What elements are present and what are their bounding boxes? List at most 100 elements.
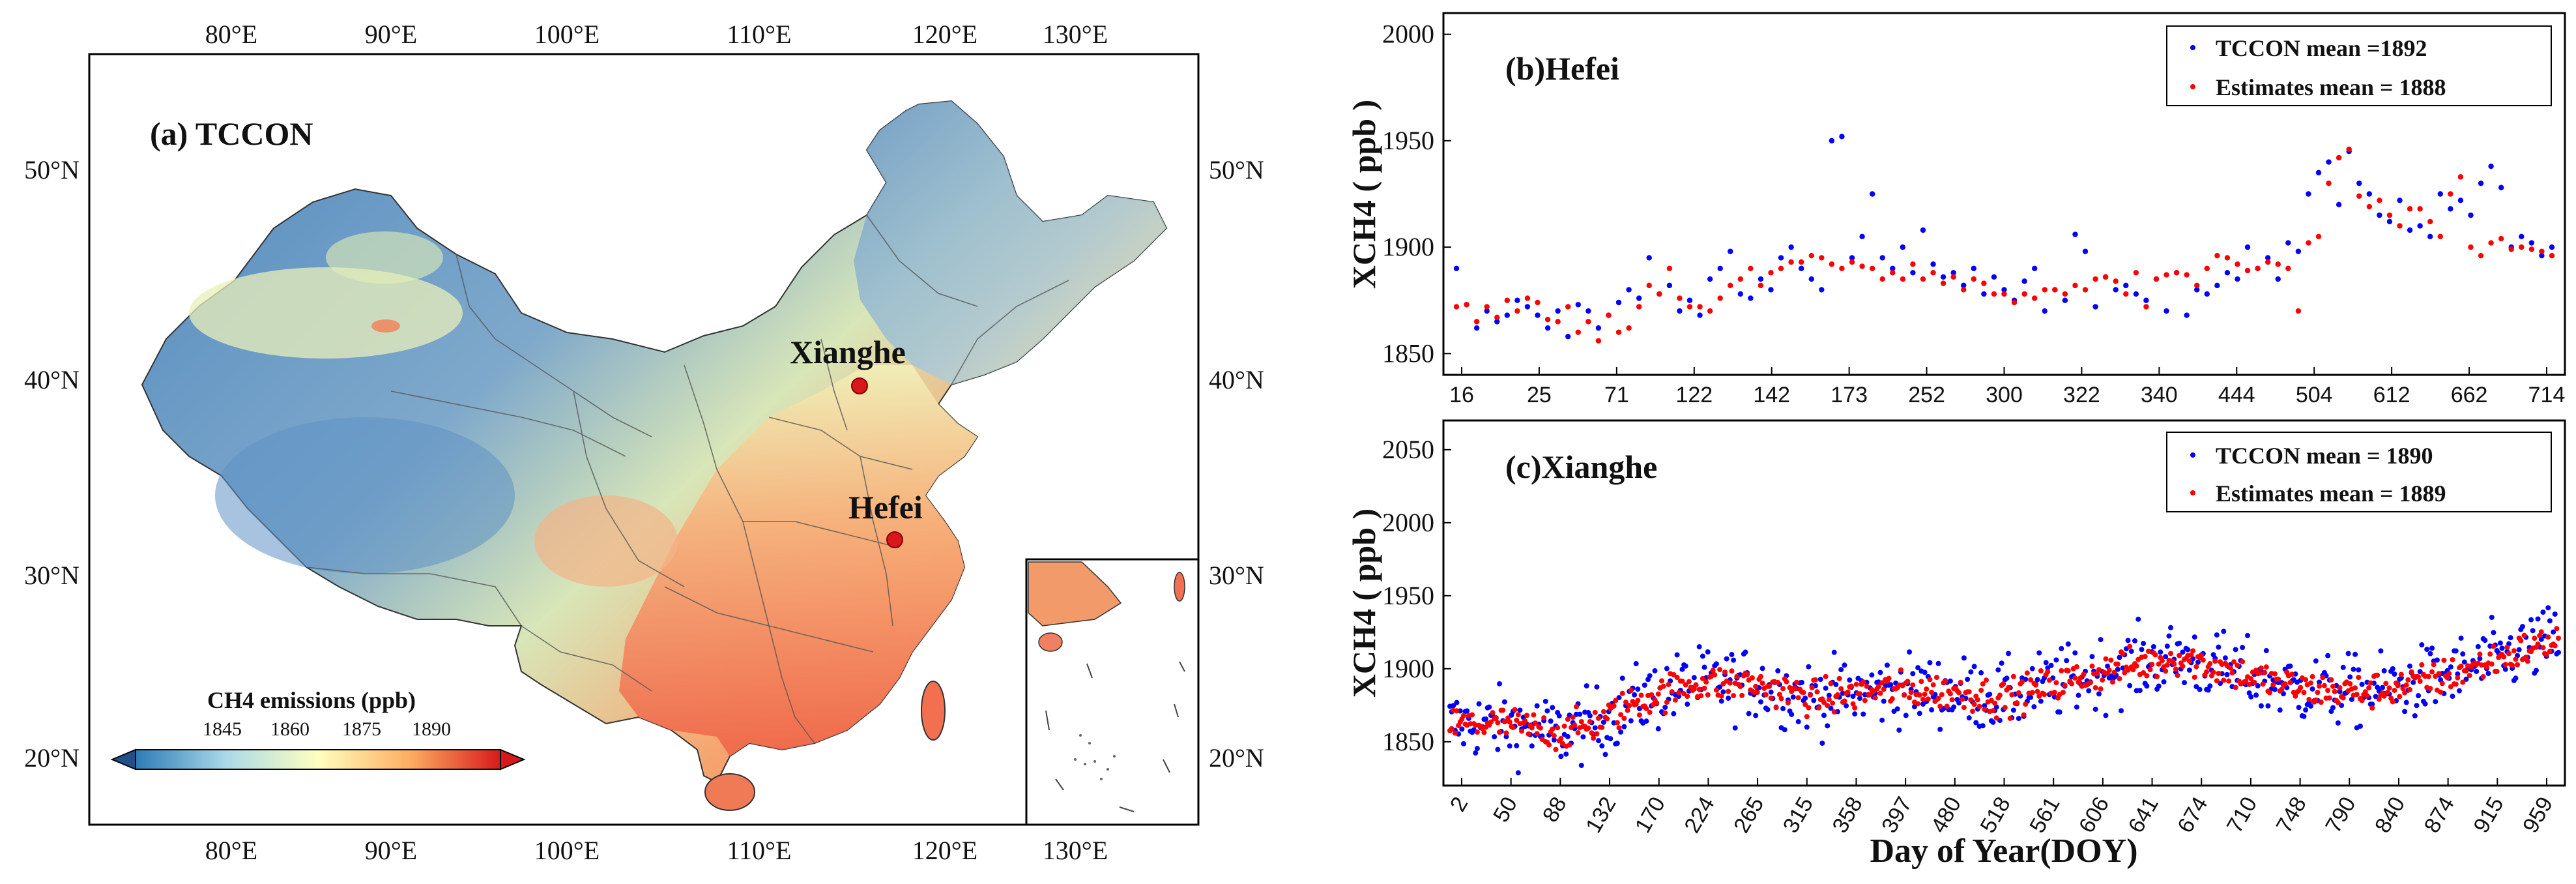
hefei-point-estimates (1950, 274, 1956, 280)
xianghe-point-tccon (2429, 645, 2435, 651)
xianghe-point-estimates (1550, 726, 1556, 732)
xianghe-point-tccon (2402, 709, 2408, 715)
xianghe-point-estimates (2366, 685, 2372, 691)
xianghe-point-estimates (1573, 704, 1579, 710)
hefei-point-estimates (2113, 278, 2119, 284)
xianghe-point-estimates (1949, 697, 1955, 703)
xianghe-point-estimates (2024, 670, 2030, 676)
xianghe-point-estimates (1676, 690, 1682, 696)
hefei-point-tccon (2082, 248, 2089, 254)
xianghe-point-estimates (2145, 648, 2151, 654)
xianghe-point-tccon (1780, 705, 1786, 711)
xianghe-point-tccon (1503, 734, 1509, 740)
x-tick-label: 518 (1976, 793, 2016, 837)
xianghe-chart: 1850 1900 1950 2000 2050 2 50 88 132 170 224 265 31… (1346, 419, 2566, 870)
xianghe-point-estimates (2053, 680, 2059, 686)
hefei-y-ticks: 1850 1900 1950 2000 (1382, 20, 1451, 368)
xianghe-point-estimates (1872, 695, 1878, 701)
hefei-point-estimates (1484, 304, 1490, 310)
xianghe-point-estimates (1647, 709, 1653, 715)
xianghe-point-tccon (2556, 649, 2561, 655)
xianghe-point-estimates (1902, 692, 1907, 698)
xianghe-point-tccon (1459, 726, 1465, 732)
xianghe-point-estimates (1850, 701, 1856, 707)
xianghe-point-estimates (2100, 677, 2106, 683)
hefei-point-tccon (2092, 304, 2098, 310)
xianghe-point-tccon (1881, 698, 1887, 704)
xianghe-point-estimates (1726, 688, 1731, 694)
xianghe-point-estimates (2429, 669, 2435, 675)
xianghe-point-tccon (1999, 660, 2004, 666)
xianghe-point-tccon (1935, 660, 1941, 666)
xianghe-point-estimates (1519, 728, 1525, 734)
xianghe-point-tccon (2180, 649, 2186, 655)
xianghe-point-tccon (2519, 624, 2525, 630)
xianghe-point-estimates (1460, 713, 1466, 718)
x-tick-label: 173 (1831, 383, 1868, 407)
hefei-point-tccon (1788, 244, 1794, 250)
xianghe-point-tccon (1619, 675, 1625, 681)
xianghe-point-tccon (1789, 711, 1795, 717)
xianghe-point-estimates (1939, 692, 1945, 698)
hefei-point-tccon (2336, 201, 2342, 208)
xianghe-point-estimates (2416, 674, 2422, 680)
xianghe-point-estimates (1705, 692, 1711, 698)
xianghe-point-estimates (2521, 632, 2527, 638)
xianghe-point-estimates (1507, 719, 1512, 725)
xianghe-point-estimates (1666, 681, 1672, 687)
xianghe-point-estimates (1997, 692, 2003, 698)
hefei-point-estimates (1697, 304, 1703, 310)
hefei-point-tccon (2519, 233, 2525, 239)
xianghe-point-tccon (2127, 683, 2133, 688)
xianghe-point-tccon (1464, 708, 1470, 714)
x-tick-label: 606 (2074, 793, 2114, 837)
xianghe-point-tccon (1978, 670, 1984, 676)
hefei-point-estimates (2549, 252, 2555, 259)
xianghe-point-estimates (2159, 658, 2165, 664)
x-tick-label: 480 (1926, 793, 1966, 837)
xianghe-point-tccon (2089, 654, 2095, 660)
hefei-point-estimates (1555, 319, 1561, 325)
xianghe-point-tccon (1497, 681, 1503, 686)
xianghe-point-estimates (2240, 659, 2246, 665)
xianghe-point-estimates (2364, 693, 2370, 699)
xianghe-point-estimates (1655, 691, 1661, 697)
xianghe-point-tccon (2403, 700, 2409, 705)
xianghe-point-tccon (2351, 666, 2356, 672)
hefei-point-estimates (2519, 244, 2525, 250)
xianghe-point-estimates (2398, 671, 2404, 677)
xianghe-point-estimates (1546, 742, 1552, 748)
inset-map (1025, 558, 1200, 826)
xianghe-point-estimates (1660, 683, 1666, 689)
xianghe-point-estimates (1915, 701, 1921, 707)
xianghe-point-tccon (1799, 679, 1804, 685)
x-tick-label: 50 (1488, 793, 1522, 827)
xianghe-point-tccon (2313, 658, 2319, 664)
xianghe-point-tccon (1534, 703, 1540, 709)
hefei-point-tccon (1778, 255, 1784, 261)
hefei-point-estimates (1626, 325, 1632, 331)
xianghe-point-estimates (2506, 651, 2511, 656)
xianghe-point-estimates (1808, 692, 1814, 698)
hefei-point-tccon (1900, 244, 1906, 250)
xianghe-point-estimates (2045, 669, 2051, 675)
colorbar-max-arrow (500, 748, 526, 771)
xianghe-xlabel: Day of Year(DOY) (1870, 832, 2137, 870)
xianghe-point-estimates (2251, 679, 2257, 685)
xianghe-point-estimates (1852, 705, 1858, 711)
hefei-point-estimates (1768, 270, 1774, 276)
xianghe-point-estimates (1703, 679, 1709, 685)
xianghe-point-tccon (2105, 663, 2111, 669)
xianghe-point-estimates (2173, 666, 2178, 672)
xianghe-point-estimates (2108, 657, 2114, 663)
xianghe-point-estimates (1503, 730, 1509, 736)
xianghe-point-estimates (2538, 629, 2544, 635)
xianghe-point-tccon (1894, 706, 1900, 712)
xianghe-point-estimates (2270, 682, 2276, 688)
xianghe-point-estimates (2171, 661, 2177, 667)
xianghe-point-estimates (1469, 712, 1475, 718)
xianghe-point-estimates (2260, 681, 2266, 687)
xianghe-point-estimates (1744, 671, 1750, 677)
hefei-point-estimates (1707, 308, 1713, 314)
hefei-point-estimates (2326, 180, 2332, 186)
